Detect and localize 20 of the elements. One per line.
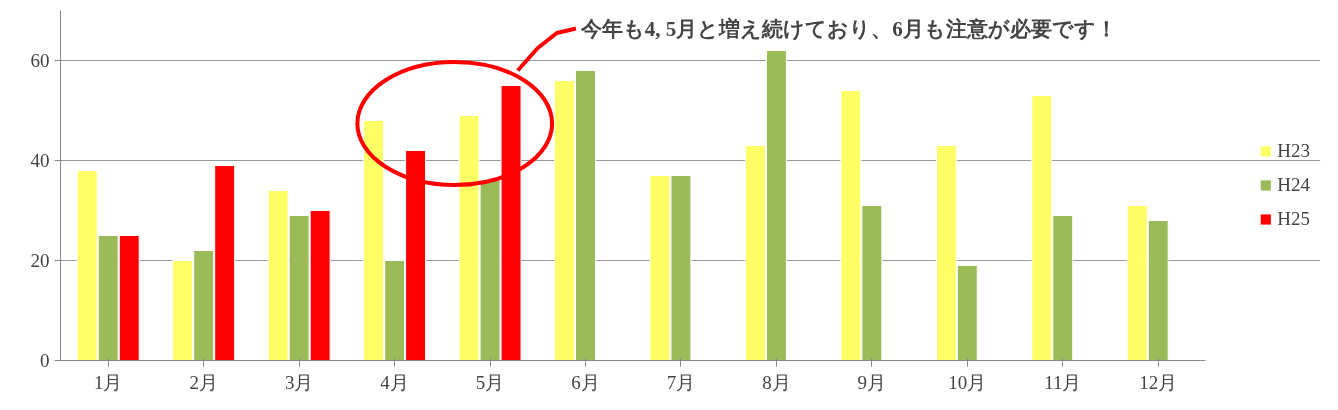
x-tick-label: 2月 <box>189 371 218 393</box>
x-tick-label: 3月 <box>284 371 314 393</box>
x-tick-label: 8月 <box>762 371 791 393</box>
x-tick-label: 1月 <box>93 371 123 393</box>
y-tick-label: 40 <box>30 150 50 171</box>
x-tick-label: 7月 <box>666 371 696 393</box>
x-tick-label: 5月 <box>475 371 505 393</box>
x-tick-label: 6月 <box>571 371 600 393</box>
y-tick-label: 60 <box>30 50 50 71</box>
y-tick-label: 20 <box>30 250 50 271</box>
annotation: 今年も4, 5月と増え続けており、6月も注意が必要です！ <box>579 16 1117 41</box>
x-tick-label: 9月 <box>857 371 887 393</box>
legend-label: H23 <box>1277 140 1310 162</box>
legend-label: H24 <box>1277 174 1310 196</box>
x-tick-label: 12月 <box>1139 371 1178 393</box>
x-tick-label: 10月 <box>948 371 987 393</box>
x-tick-label: 11月 <box>1044 371 1082 393</box>
legend-label: H25 <box>1277 208 1310 230</box>
x-tick-label: 4月 <box>380 371 409 393</box>
y-tick-label: 0 <box>40 350 50 371</box>
